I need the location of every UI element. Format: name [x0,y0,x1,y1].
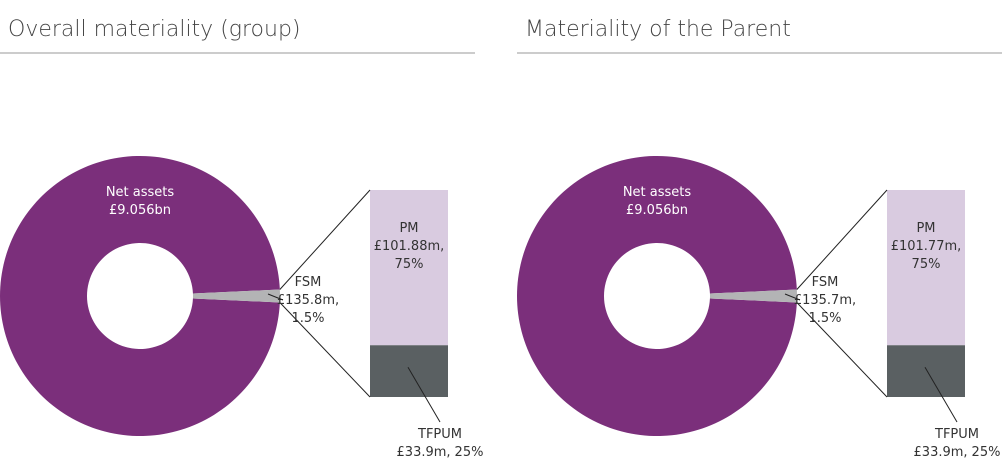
pie-slice [0,156,280,436]
slice-label-line: FSM [295,275,322,290]
slice-label-line: Net assets [623,185,692,200]
bar-label-line: 75% [912,257,941,272]
slice-label-line: £9.056bn [109,203,171,218]
leader [407,366,441,423]
slice-label-line: £135.8m, [277,293,339,308]
slice-label: Net assets £9.056bn [623,185,692,218]
connector [796,189,888,290]
bar-label-line: £101.88m, [374,239,445,254]
connector [279,189,371,290]
bar-label-line: TFPUM [417,427,462,442]
leader [267,293,284,301]
chart-title: Overall materiality (group) [8,17,301,42]
bar-label: PM £101.77m, 75% [891,221,962,272]
bar-label: £33.9m, 25% [914,445,1001,460]
bar-label-line: PM [399,221,418,236]
bar-label: TFPUM [417,427,462,442]
slice-label-line: 1.5% [808,311,841,326]
leader [784,293,801,301]
bar-label: PM £101.88m, 75% [374,221,445,272]
slice-label: FSM £135.7m, 1.5% [794,275,856,326]
bar-label-part: 25% [455,445,484,460]
slice-label: FSM £135.8m, 1.5% [277,275,339,326]
bar-label-part: £33.9m, [914,445,968,460]
pie-slice [516,155,797,436]
slice-label-line: £135.7m, [794,293,856,308]
bar-label-line: £101.77m, [891,239,962,254]
bar-label-line: 75% [395,257,424,272]
slice-label-line: 1.5% [291,311,324,326]
bar-segment [887,190,965,346]
bar-label-line: TFPUM [934,427,979,442]
connector [279,302,371,398]
slice-label-line: Net assets [106,185,175,200]
bar-label: £33.9m, 25% [397,445,484,460]
slice-label-line: £9.056bn [626,203,688,218]
bar-label-line: PM [916,221,935,236]
pie-slice [709,289,797,303]
bar-segment [887,345,965,397]
bar-segment [370,190,448,346]
chart-title: Materiality of the Parent [525,17,791,42]
bar-label-part: 25% [972,445,1001,460]
bar-label: TFPUM [934,427,979,442]
bar-segment [370,345,448,397]
slice-label-line: FSM [812,275,839,290]
connector [796,302,888,398]
pie-slice [192,289,280,303]
leader [924,366,958,423]
bar-label-part: £33.9m, [397,445,451,460]
slice-label: Net assets £9.056bn [106,185,175,218]
